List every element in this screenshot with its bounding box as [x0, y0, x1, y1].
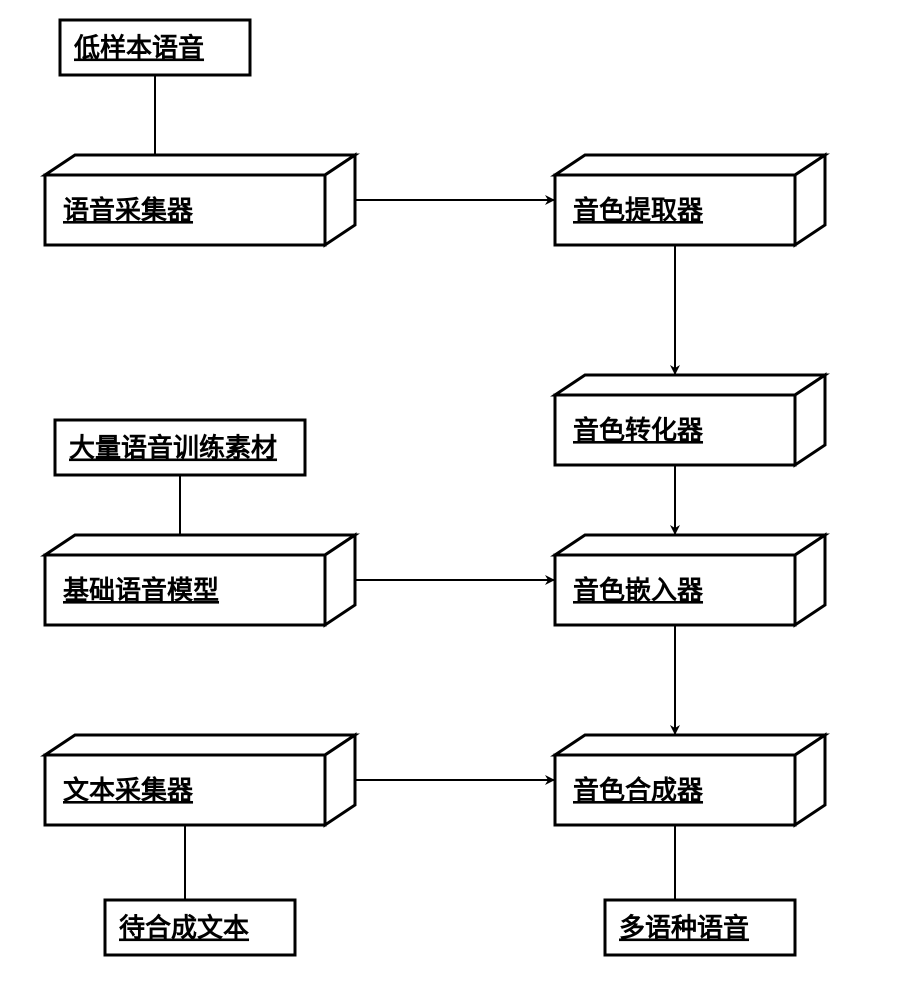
flatbox-to_synth: 待合成文本 — [105, 900, 295, 955]
box3d-voice_collector: 语音采集器 — [45, 155, 355, 245]
label-voice_collector: 语音采集器 — [63, 195, 194, 225]
label-text_collector: 文本采集器 — [63, 775, 194, 805]
flatbox-train_mat: 大量语音训练素材 — [55, 420, 305, 475]
box3d-text_collector: 文本采集器 — [45, 735, 355, 825]
label-low_sample: 低样本语音 — [73, 33, 204, 63]
label-timbre_synth: 音色合成器 — [573, 775, 704, 805]
label-base_model: 基础语音模型 — [63, 575, 219, 605]
box3d-timbre_synth: 音色合成器 — [555, 735, 825, 825]
label-timbre_embed: 音色嵌入器 — [573, 575, 704, 605]
box3d-timbre_embed: 音色嵌入器 — [555, 535, 825, 625]
box3d-base_model: 基础语音模型 — [45, 535, 355, 625]
flatbox-low_sample: 低样本语音 — [60, 20, 250, 75]
box3d-timbre_extractor: 音色提取器 — [555, 155, 825, 245]
label-train_mat: 大量语音训练素材 — [69, 433, 277, 463]
flatbox-multi_voice: 多语种语音 — [605, 900, 795, 955]
label-to_synth: 待合成文本 — [119, 913, 249, 943]
label-timbre_converter: 音色转化器 — [573, 415, 704, 445]
label-multi_voice: 多语种语音 — [619, 913, 749, 943]
label-timbre_extractor: 音色提取器 — [573, 195, 704, 225]
box3d-timbre_converter: 音色转化器 — [555, 375, 825, 465]
diagram-canvas: 语音采集器 音色提取器音色转化器基础语音模型 音色嵌入器文本采集器 音色合成器 低样本语… — [0, 0, 910, 1000]
